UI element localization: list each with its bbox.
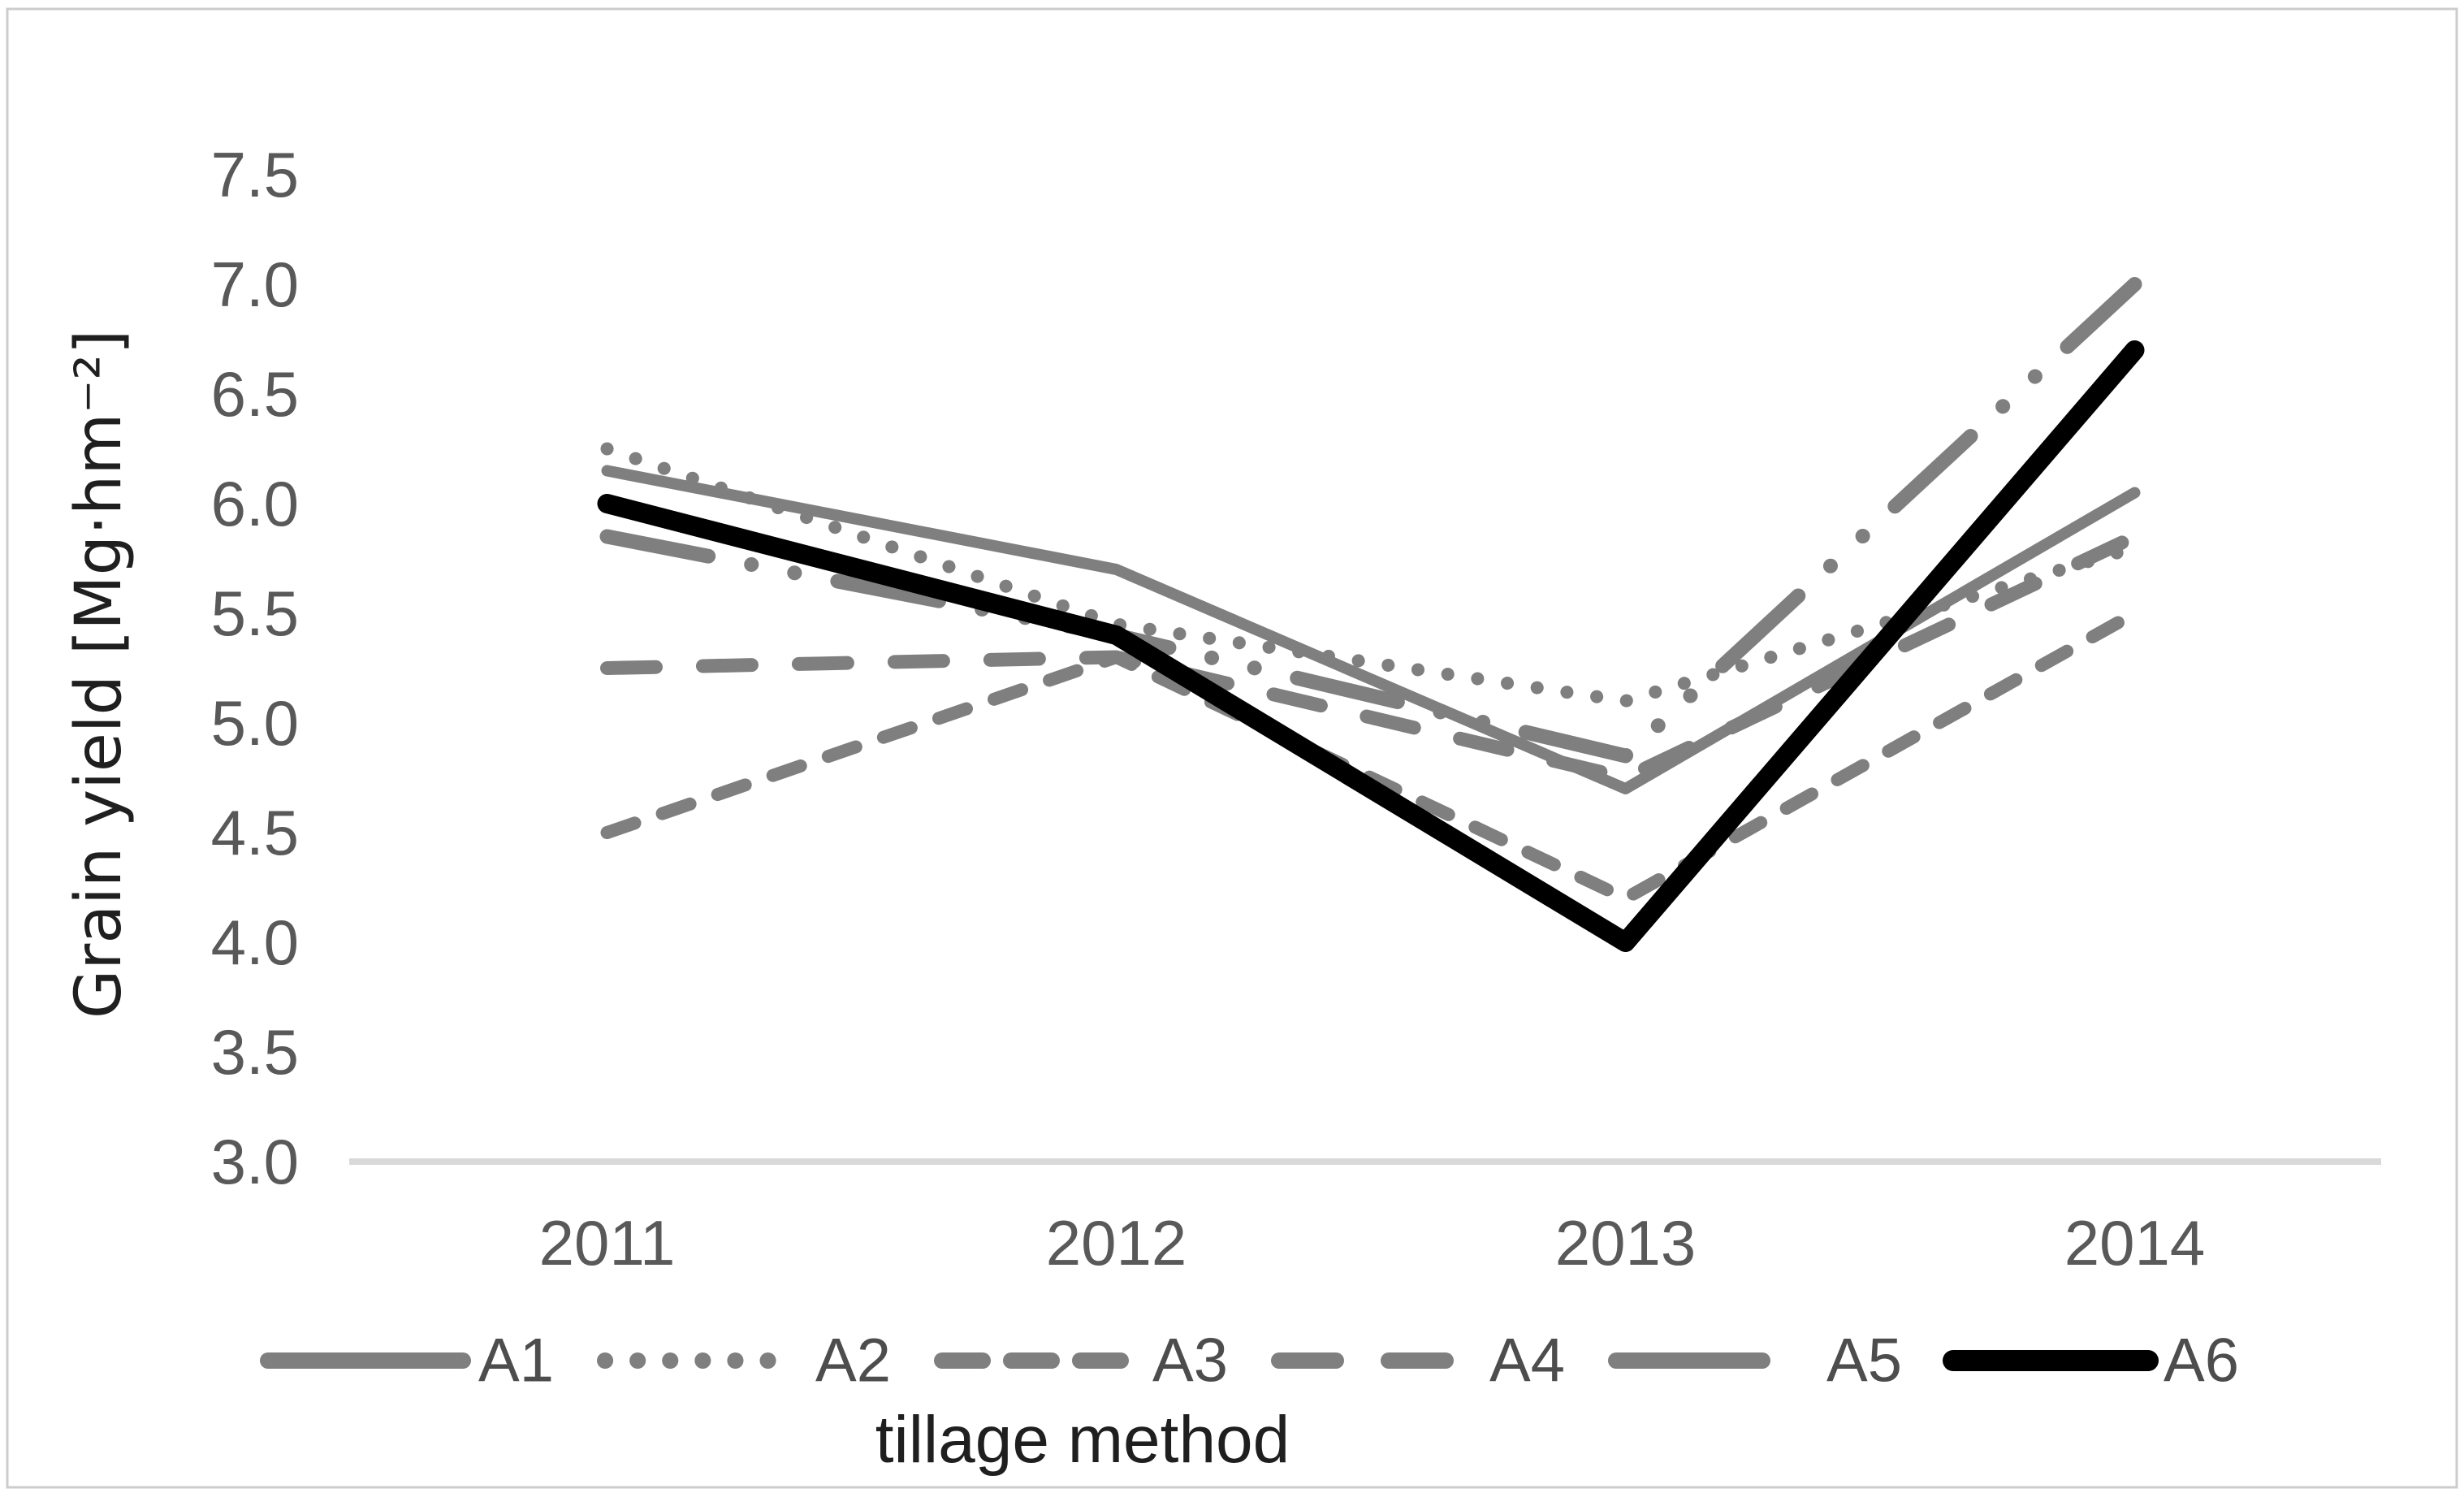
legend-label-A3: A3 bbox=[1152, 1326, 1228, 1396]
series-line-A3 bbox=[600, 607, 2142, 905]
y-tick-label: 6.5 bbox=[211, 358, 299, 430]
y-tick-label: 5.5 bbox=[211, 578, 299, 649]
x-tick-label: 2012 bbox=[1046, 1207, 1187, 1279]
series-line-A4 bbox=[600, 530, 2142, 785]
x-tick-label: 2011 bbox=[539, 1207, 676, 1279]
legend-item-A2: A2 bbox=[597, 1326, 891, 1396]
legend-label-A1: A1 bbox=[478, 1326, 554, 1396]
legend-label-A2: A2 bbox=[815, 1326, 891, 1396]
x-tick-label: 2013 bbox=[1555, 1207, 1697, 1279]
legend-item-A1: A1 bbox=[260, 1326, 554, 1396]
y-tick-label: 7.5 bbox=[211, 139, 299, 210]
y-tick-label: 5.0 bbox=[211, 687, 299, 759]
x-tick-label: 2014 bbox=[2064, 1207, 2206, 1279]
y-tick-label: 7.0 bbox=[211, 249, 299, 320]
y-tick-label: 3.5 bbox=[211, 1016, 299, 1088]
y-tick-label: 4.0 bbox=[211, 907, 299, 978]
figure-border bbox=[6, 7, 2458, 1489]
y-tick-label: 3.0 bbox=[211, 1126, 299, 1197]
x-axis-title: tillage method bbox=[875, 1403, 1290, 1477]
legend-item-A4: A4 bbox=[1271, 1326, 1565, 1396]
legend-item-A6: A6 bbox=[1943, 1326, 2239, 1396]
legend-item-A3: A3 bbox=[934, 1326, 1228, 1396]
legend-item-A5: A5 bbox=[1608, 1326, 1902, 1396]
legend-label-A4: A4 bbox=[1489, 1326, 1565, 1396]
y-tick-label: 6.0 bbox=[211, 468, 299, 539]
series-line-A2 bbox=[600, 442, 2142, 708]
series-line-A6 bbox=[597, 340, 2145, 952]
series-line-A5 bbox=[599, 277, 2142, 764]
legend-label-A5: A5 bbox=[1826, 1326, 1902, 1396]
y-axis-title: Grain yield [Mg·hm⁻²] bbox=[63, 330, 136, 1019]
y-tick-label: 4.5 bbox=[211, 797, 299, 868]
legend-label-A6: A6 bbox=[2164, 1326, 2239, 1396]
